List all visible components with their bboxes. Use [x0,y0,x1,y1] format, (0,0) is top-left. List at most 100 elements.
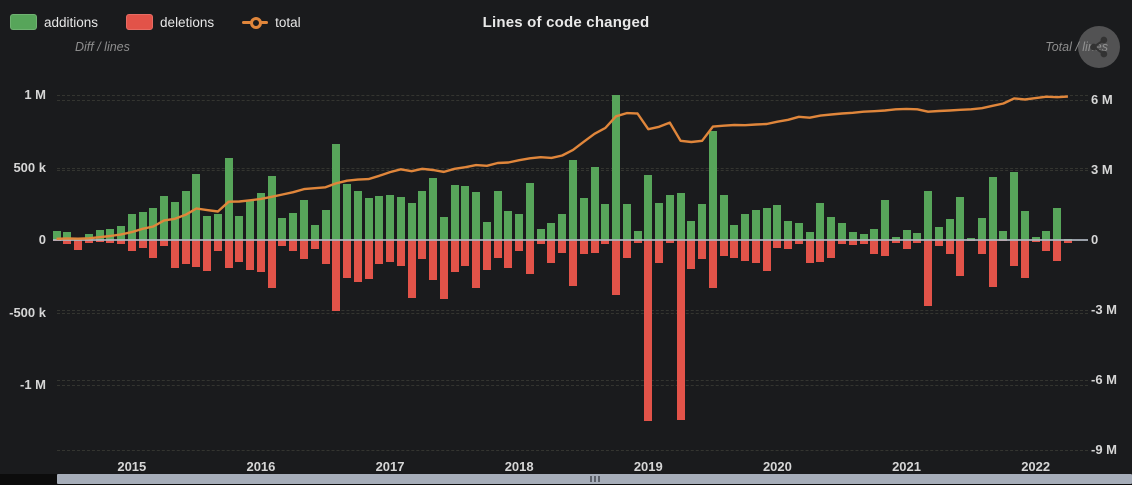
bar-additions-2021-12[interactable] [1020,211,1029,240]
bar-additions-2021-11[interactable] [1010,172,1019,240]
bar-additions-2016-12[interactable] [375,196,384,240]
bar-deletions-2019-02[interactable] [655,240,664,264]
bar-deletions-2018-07[interactable] [579,240,588,255]
bar-additions-2017-05[interactable] [429,178,438,240]
bar-deletions-2015-05[interactable] [170,240,179,269]
bar-deletions-2016-11[interactable] [364,240,373,280]
bar-additions-2016-05[interactable] [299,199,308,240]
bar-deletions-2015-11[interactable] [235,240,244,263]
bar-deletions-2018-02[interactable] [525,240,534,275]
bar-deletions-2020-03[interactable] [794,240,803,245]
bar-additions-2014-12[interactable] [117,225,126,240]
bar-deletions-2019-06[interactable] [698,240,707,260]
bar-deletions-2019-04[interactable] [676,240,685,420]
bar-additions-2019-01[interactable] [644,174,653,240]
bar-deletions-2016-03[interactable] [278,240,287,246]
bar-deletions-2018-09[interactable] [601,240,610,245]
bar-deletions-2016-04[interactable] [289,240,298,252]
bar-deletions-2017-01[interactable] [386,240,395,262]
bar-deletions-2020-07[interactable] [837,240,846,244]
bar-deletions-2021-04[interactable] [934,240,943,246]
bar-deletions-2015-09[interactable] [213,240,222,252]
bar-deletions-2017-12[interactable] [504,240,513,268]
bar-deletions-2017-09[interactable] [472,240,481,288]
bar-additions-2015-10[interactable] [224,158,233,240]
bar-additions-2020-06[interactable] [827,216,836,240]
bar-additions-2016-03[interactable] [278,217,287,240]
bar-deletions-2022-02[interactable] [1042,240,1051,252]
legend-item-deletions[interactable]: deletions [126,14,214,30]
bar-additions-2018-04[interactable] [547,223,556,240]
bar-deletions-2021-06[interactable] [956,240,965,277]
bar-deletions-2017-10[interactable] [482,240,491,271]
bar-deletions-2022-03[interactable] [1053,240,1062,262]
bar-additions-2015-03[interactable] [149,208,158,240]
bar-additions-2019-04[interactable] [676,193,685,240]
bar-deletions-2017-06[interactable] [439,240,448,299]
bar-deletions-2017-07[interactable] [450,240,459,273]
bar-additions-2020-03[interactable] [794,223,803,240]
bar-deletions-2016-08[interactable] [332,240,341,312]
bar-additions-2020-01[interactable] [773,205,782,240]
bar-additions-2019-09[interactable] [730,225,739,240]
bar-deletions-2017-03[interactable] [407,240,416,298]
bar-deletions-2020-12[interactable] [891,240,900,243]
bar-deletions-2020-06[interactable] [827,240,836,258]
bar-additions-2017-02[interactable] [396,197,405,240]
bar-additions-2015-08[interactable] [203,216,212,240]
share-button[interactable] [1078,26,1120,68]
bar-deletions-2020-09[interactable] [859,240,868,244]
bar-deletions-2016-12[interactable] [375,240,384,264]
bar-additions-2017-01[interactable] [386,195,395,240]
bar-additions-2017-03[interactable] [407,203,416,240]
bar-deletions-2015-12[interactable] [246,240,255,270]
bar-deletions-2016-09[interactable] [343,240,352,278]
bar-additions-2020-05[interactable] [816,202,825,240]
bar-deletions-2014-12[interactable] [117,240,126,245]
bar-deletions-2019-09[interactable] [730,240,739,258]
bar-additions-2021-09[interactable] [988,177,997,240]
bar-deletions-2019-08[interactable] [719,240,728,256]
bar-additions-2016-09[interactable] [343,184,352,240]
bar-deletions-2018-03[interactable] [536,240,545,245]
bar-additions-2016-06[interactable] [310,225,319,240]
bar-deletions-2015-07[interactable] [192,240,201,268]
bar-deletions-2019-03[interactable] [665,240,674,244]
bar-deletions-2015-10[interactable] [224,240,233,268]
bar-additions-2020-07[interactable] [837,223,846,240]
bar-deletions-2020-04[interactable] [805,240,814,263]
bar-deletions-2019-01[interactable] [644,240,653,422]
bar-deletions-2014-08[interactable] [74,240,83,250]
bar-deletions-2021-03[interactable] [924,240,933,306]
bar-additions-2015-11[interactable] [235,216,244,240]
bar-additions-2015-05[interactable] [170,201,179,240]
bar-deletions-2021-01[interactable] [902,240,911,250]
bar-additions-2015-02[interactable] [138,211,147,240]
bar-deletions-2021-02[interactable] [913,240,922,243]
bar-deletions-2015-01[interactable] [127,240,136,252]
bar-additions-2019-03[interactable] [665,195,674,240]
bar-additions-2016-01[interactable] [256,193,265,240]
bar-deletions-2021-05[interactable] [945,240,954,255]
bar-deletions-2014-07[interactable] [63,240,72,245]
bar-deletions-2016-07[interactable] [321,240,330,265]
bar-additions-2016-11[interactable] [364,197,373,240]
bar-deletions-2021-12[interactable] [1020,240,1029,278]
legend-item-additions[interactable]: additions [10,14,98,30]
bar-additions-2017-11[interactable] [493,190,502,240]
bar-deletions-2021-08[interactable] [977,240,986,255]
bar-deletions-2015-02[interactable] [138,240,147,248]
bar-additions-2021-06[interactable] [956,196,965,240]
bar-additions-2015-04[interactable] [160,195,169,240]
bar-additions-2016-04[interactable] [289,213,298,240]
bar-deletions-2020-10[interactable] [870,240,879,255]
bar-additions-2018-06[interactable] [568,159,577,240]
bar-deletions-2018-11[interactable] [622,240,631,258]
bar-additions-2019-12[interactable] [762,207,771,240]
bar-additions-2017-12[interactable] [504,211,513,240]
bar-deletions-2014-09[interactable] [84,240,93,243]
bar-additions-2021-08[interactable] [977,217,986,240]
bar-additions-2019-02[interactable] [655,203,664,240]
bar-deletions-2020-11[interactable] [881,240,890,256]
bar-deletions-2018-10[interactable] [612,240,621,295]
